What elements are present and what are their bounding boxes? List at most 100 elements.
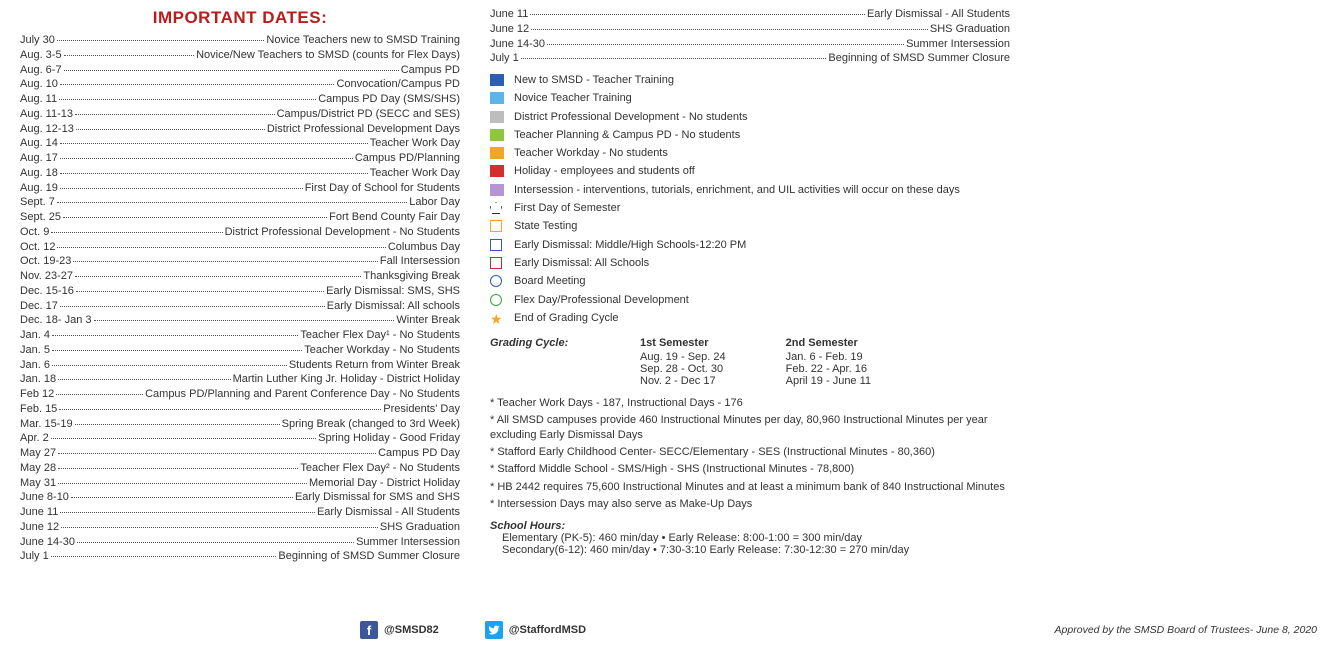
legend-row: Holiday - employees and students off: [490, 164, 1317, 178]
date-row: Aug. 10Convocation/Campus PD: [20, 78, 460, 92]
event-label: District Professional Development - No S…: [225, 226, 460, 240]
grading-cycle: Grading Cycle: 1st Semester Aug. 19 - Se…: [490, 337, 1317, 393]
event-label: Campus PD/Planning and Parent Conference…: [145, 388, 460, 402]
date-label: May 27: [20, 447, 56, 461]
footnote: * All SMSD campuses provide 460 Instruct…: [490, 413, 1010, 442]
date-label: Aug. 3-5: [20, 49, 62, 63]
school-hours-line: Elementary (PK-5): 460 min/day • Early R…: [502, 532, 1317, 544]
date-label: Feb. 15: [20, 403, 57, 417]
school-hours-header: School Hours:: [490, 520, 1317, 532]
date-label: Jan. 6: [20, 359, 50, 373]
date-row: Mar. 15-19Spring Break (changed to 3rd W…: [20, 418, 460, 432]
sem1-row: Nov. 2 - Dec 17: [640, 375, 726, 387]
date-row: Jan. 4 Teacher Flex Day¹ - No Students: [20, 329, 460, 343]
date-row: Sept. 25Fort Bend County Fair Day: [20, 211, 460, 225]
date-label: July 1: [490, 52, 519, 66]
date-row: May 27 Campus PD Day: [20, 447, 460, 461]
date-row: June 12SHS Graduation: [20, 521, 460, 535]
sem1-header: 1st Semester: [640, 337, 726, 349]
event-label: Beginning of SMSD Summer Closure: [278, 550, 460, 564]
date-label: May 28: [20, 462, 56, 476]
event-label: Early Dismissal - All Students: [317, 506, 460, 520]
legend-swatch: [490, 147, 504, 159]
legend-swatch: [490, 257, 504, 269]
event-label: Campus PD: [401, 64, 460, 78]
event-label: Teacher Flex Day¹ - No Students: [300, 329, 460, 343]
leader-dots: [75, 276, 361, 277]
date-label: Aug. 10: [20, 78, 58, 92]
date-label: Feb 12: [20, 388, 54, 402]
event-label: Summer Intersession: [906, 38, 1010, 52]
facebook-handle: @SMSD82: [384, 624, 439, 636]
event-label: Teacher Work Day: [370, 167, 460, 181]
date-row: May 28Teacher Flex Day² - No Students: [20, 462, 460, 476]
facebook-icon: f: [360, 621, 378, 639]
leader-dots: [59, 99, 316, 100]
legend-label: Teacher Workday - No students: [514, 146, 668, 160]
date-row: June 14-30Summer Intersession: [490, 38, 1010, 52]
legend-swatch: [490, 165, 504, 177]
footnote: * Intersession Days may also serve as Ma…: [490, 497, 1010, 511]
date-label: Dec. 18- Jan 3: [20, 314, 92, 328]
date-label: Sept. 7: [20, 196, 55, 210]
legend-swatch: ★: [490, 312, 504, 324]
date-row: Aug. 14 Teacher Work Day: [20, 137, 460, 151]
date-row: Nov. 23-27Thanksgiving Break: [20, 270, 460, 284]
legend-row: Early Dismissal: All Schools: [490, 256, 1317, 270]
date-row: Apr. 2Spring Holiday - Good Friday: [20, 432, 460, 446]
leader-dots: [60, 158, 353, 159]
legend-swatch: [490, 202, 504, 214]
date-label: Mar. 15-19: [20, 418, 73, 432]
footnote: * Stafford Middle School - SMS/High - SH…: [490, 462, 1010, 476]
date-row: Aug. 12-13District Professional Developm…: [20, 123, 460, 137]
event-label: Early Dismissal - All Students: [867, 8, 1010, 22]
event-label: Memorial Day - District Holiday: [309, 477, 460, 491]
date-label: Aug. 6-7: [20, 64, 62, 78]
date-label: Sept. 25: [20, 211, 61, 225]
legend-label: Holiday - employees and students off: [514, 164, 695, 178]
leader-dots: [73, 261, 378, 262]
leader-dots: [52, 365, 287, 366]
legend-row: First Day of Semester: [490, 201, 1317, 215]
date-row: Feb 12 Campus PD/Planning and Parent Conf…: [20, 388, 460, 402]
event-label: SHS Graduation: [380, 521, 460, 535]
legend-row: Intersession - interventions, tutorials,…: [490, 183, 1317, 197]
date-label: Jan. 4: [20, 329, 50, 343]
event-label: Teacher Work Day: [370, 137, 460, 151]
legend-row: Board Meeting: [490, 274, 1317, 288]
twitter-handle: @StaffordMSD: [509, 624, 586, 636]
twitter-link[interactable]: @StaffordMSD: [485, 621, 586, 639]
date-row: Jan. 18Martin Luther King Jr. Holiday - …: [20, 373, 460, 387]
facebook-link[interactable]: f @SMSD82: [360, 621, 439, 639]
date-label: May 31: [20, 477, 56, 491]
event-label: Teacher Workday - No Students: [304, 344, 460, 358]
leader-dots: [76, 129, 265, 130]
date-label: Apr. 2: [20, 432, 49, 446]
event-label: Campus PD Day (SMS/SHS): [318, 93, 460, 107]
sem1-row: Sep. 28 - Oct. 30: [640, 363, 726, 375]
legend-row: State Testing: [490, 219, 1317, 233]
important-dates-list-left: July 30Novice Teachers new to SMSD Train…: [20, 34, 460, 565]
date-label: Aug. 14: [20, 137, 58, 151]
date-label: Dec. 17: [20, 300, 58, 314]
event-label: Early Dismissal: All schools: [327, 300, 460, 314]
event-label: Campus PD Day: [378, 447, 460, 461]
leader-dots: [71, 497, 293, 498]
date-label: Aug. 11: [20, 93, 57, 107]
legend-label: Board Meeting: [514, 274, 586, 288]
legend-label: State Testing: [514, 219, 577, 233]
legend-row: Teacher Planning & Campus PD - No studen…: [490, 128, 1317, 142]
leader-dots: [94, 320, 395, 321]
date-label: Aug. 17: [20, 152, 58, 166]
legend-swatch: [490, 294, 504, 306]
event-label: Martin Luther King Jr. Holiday - Distric…: [233, 373, 460, 387]
legend-swatch: [490, 239, 504, 251]
date-row: Aug. 17Campus PD/Planning: [20, 152, 460, 166]
legend-row: ★End of Grading Cycle: [490, 311, 1317, 325]
legend-label: Early Dismissal: Middle/High Schools-12:…: [514, 238, 746, 252]
date-label: Nov. 23-27: [20, 270, 73, 284]
date-row: Aug. 11 Campus PD Day (SMS/SHS): [20, 93, 460, 107]
school-hours: School Hours: Elementary (PK-5): 460 min…: [490, 514, 1317, 556]
legend-swatch: [490, 111, 504, 123]
date-label: June 8-10: [20, 491, 69, 505]
